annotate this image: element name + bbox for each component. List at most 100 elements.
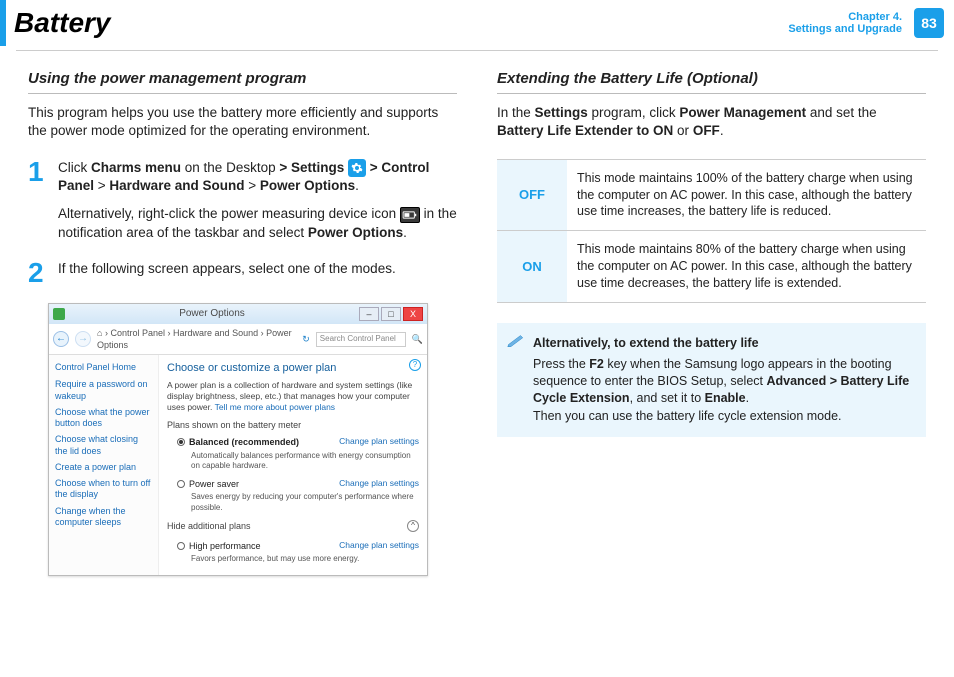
step-1-number: 1 [28,159,48,242]
ri-g: or [673,123,693,138]
sidebar-link-1[interactable]: Choose what the power button does [55,407,152,430]
window-title: Power Options [69,307,355,321]
gear-icon [348,159,366,177]
plan-balanced-desc: Automatically balances performance with … [167,451,419,473]
n-b: F2 [589,357,604,371]
ri-f: Battery Life Extender to ON [497,123,673,138]
mode-off-text: This mode maintains 100% of the battery … [567,159,926,231]
right-column: Extending the Battery Life (Optional) In… [497,69,926,576]
mode-on-key: ON [497,231,567,303]
s1-alt-po: Power Options [308,225,403,240]
search-icon[interactable]: 🔍 [412,333,423,345]
chapter-label: Chapter 4. Settings and Upgrade [788,11,908,35]
plan-saver[interactable]: Power saver Change plan settings [167,476,419,492]
sidebar-link-3[interactable]: Create a power plan [55,462,152,473]
minimize-button[interactable]: – [359,307,379,321]
radio-balanced[interactable] [177,438,185,446]
forward-button[interactable]: → [75,331,91,347]
window-body: Control Panel Home Require a password on… [49,355,427,575]
change-high[interactable]: Change plan settings [339,540,419,551]
right-section-title: Extending the Battery Life (Optional) [497,69,926,94]
window-titlebar: Power Options – □ X [49,304,427,324]
ri-b: Settings [535,105,588,120]
crumb-sep-0: › [105,328,108,338]
s1-t1c: on the Desktop [181,160,279,175]
maximize-button[interactable]: □ [381,307,401,321]
page-columns: Using the power management program This … [0,51,954,576]
radio-saver[interactable] [177,480,185,488]
chapter-line-2: Settings and Upgrade [788,23,902,35]
step-2: 2 If the following screen appears, selec… [28,260,457,285]
collapse-icon[interactable]: ^ [407,520,419,532]
note-line2: Then you can use the battery life cycle … [533,408,912,425]
change-balanced[interactable]: Change plan settings [339,436,419,447]
plan-saver-desc: Saves energy by reducing your computer's… [167,492,419,514]
crumb-sep-2: › [261,328,264,338]
window-controls: – □ X [359,307,423,321]
help-icon[interactable]: ? [409,359,421,371]
plan-group-1: Plans shown on the battery meter Balance… [167,419,419,514]
s1-t1g: > [94,178,109,193]
ri-d: Power Management [679,105,806,120]
n-e: , and set it to [630,391,705,405]
s1-po: Power Options [260,178,355,193]
plan-group-2: High performance Change plan settings Fa… [167,538,419,565]
step-1-body: Click Charms menu on the Desktop > Setti… [58,159,457,242]
window-icon [53,308,65,320]
hide-label: Hide additional plans [167,520,251,532]
mode-off-key: OFF [497,159,567,231]
right-intro: In the Settings program, click Power Man… [497,104,926,140]
page-title: Battery [14,4,788,42]
crumb-sep-1: › [168,328,171,338]
sidebar-link-4[interactable]: Choose when to turn off the display [55,478,152,501]
n-a: Press the [533,357,589,371]
s1-t1k: . [355,178,359,193]
plan-high-desc: Favors performance, but may use more ene… [167,554,419,565]
window-sidebar: Control Panel Home Require a password on… [49,355,159,575]
search-input[interactable]: Search Control Panel [316,332,406,347]
s1-t1i: > [244,178,259,193]
crumb-1: Control Panel [110,328,165,338]
power-options-window: Power Options – □ X ← → ⌂ › Control Pane… [48,303,428,576]
plan-balanced-name: Balanced (recommended) [189,437,299,447]
ri-a: In the [497,105,535,120]
pencil-icon [507,333,525,347]
note-body: Press the F2 key when the Samsung logo a… [511,356,912,426]
page-number-badge: 83 [914,8,944,38]
s1-alt-d: . [403,225,407,240]
window-main: ? Choose or customize a power plan A pow… [159,355,427,575]
change-saver[interactable]: Change plan settings [339,478,419,489]
hide-plans-row[interactable]: Hide additional plans ^ [167,520,419,532]
plan-high[interactable]: High performance Change plan settings [167,538,419,554]
ri-h: OFF [693,123,720,138]
sidebar-home[interactable]: Control Panel Home [55,361,152,373]
mode-row-on: ON This mode maintains 80% of the batter… [497,231,926,303]
battery-tray-icon [400,207,420,223]
sidebar-link-2[interactable]: Choose what closing the lid does [55,434,152,457]
refresh-icon[interactable]: ↻ [302,333,310,345]
sidebar-link-5[interactable]: Change when the computer sleeps [55,506,152,529]
step-2-number: 2 [28,260,48,285]
plan-high-name: High performance [189,541,261,551]
grp1-title: Plans shown on the battery meter [167,419,419,431]
sidebar-link-0[interactable]: Require a password on wakeup [55,379,152,402]
left-section-title: Using the power management program [28,69,457,94]
close-button[interactable]: X [403,307,423,321]
s1-hw: Hardware and Sound [109,178,244,193]
plan-balanced[interactable]: Balanced (recommended) Change plan setti… [167,434,419,450]
page-header: Battery Chapter 4. Settings and Upgrade … [0,0,954,46]
n-f: Enable [705,391,746,405]
plan-saver-name: Power saver [189,479,239,489]
crumb-2: Hardware and Sound [173,328,258,338]
alt-note: Alternatively, to extend the battery lif… [497,323,926,437]
back-button[interactable]: ← [53,331,69,347]
breadcrumb[interactable]: ⌂ › Control Panel › Hardware and Sound ›… [97,327,296,351]
window-navbar: ← → ⌂ › Control Panel › Hardware and Sou… [49,324,427,355]
ri-i: . [720,123,724,138]
main-desc-link[interactable]: Tell me more about power plans [215,402,335,412]
mode-row-off: OFF This mode maintains 100% of the batt… [497,159,926,231]
radio-high[interactable] [177,542,185,550]
chapter-line-1: Chapter 4. [788,11,902,23]
s1-t1a: Click [58,160,91,175]
n-g: . [746,391,749,405]
